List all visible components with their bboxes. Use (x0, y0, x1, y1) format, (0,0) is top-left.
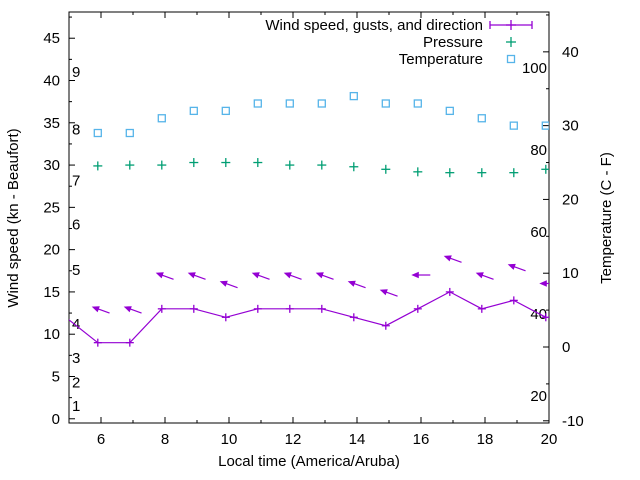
wind-direction-arrow-shaft (321, 274, 334, 280)
fahrenheit-scale-label: 60 (530, 224, 547, 241)
left-tick-label: 0 (52, 411, 60, 428)
legend-item-temperature: Temperature (265, 50, 533, 68)
temperature-point (477, 114, 486, 123)
temperature-point (381, 99, 390, 108)
beaufort-scale-label: 9 (72, 64, 80, 81)
wind-speed-line (69, 291, 547, 344)
legend-marker-pressure-sample (506, 37, 516, 47)
wind-direction-arrow-head (155, 272, 164, 279)
wind-direction-arrow-head (123, 306, 132, 313)
beaufort-scale-label: 4 (72, 316, 80, 333)
legend-item-wind: Wind speed, gusts, and direction (265, 16, 533, 34)
x-tick-label: 18 (477, 431, 494, 448)
plot-border (68, 11, 550, 424)
wind-direction-arrow-head (347, 280, 356, 287)
temperature-point (541, 121, 549, 130)
wind-direction-arrow-head (283, 272, 292, 279)
temperature-point (349, 91, 358, 101)
left-tick-label: 40 (43, 73, 60, 90)
wind-direction-arrow-head (315, 272, 324, 279)
legend-item-label: Pressure (422, 33, 483, 51)
wind-direction-arrow-head (443, 255, 452, 262)
left-tick-label: 20 (43, 242, 60, 259)
left-tick-label: 5 (52, 368, 60, 385)
wind-direction-arrow-shaft (513, 265, 526, 272)
legend-item-label: Wind speed, gusts, and direction (265, 16, 483, 34)
wind-direction-arrow-shaft (193, 274, 206, 280)
right-tick-label: 30 (562, 118, 579, 135)
x-tick-label: 16 (413, 431, 430, 448)
beaufort-scale-label: 8 (72, 122, 80, 139)
wind-direction-arrow-head (187, 272, 196, 279)
wind-direction-arrow-head (539, 280, 547, 287)
wind-direction-arrow-head (411, 271, 419, 279)
legend-square-sample (506, 54, 516, 64)
temperature-point (413, 99, 422, 108)
beaufort-scale-label: 5 (72, 262, 80, 279)
wind-direction-arrow-shaft (449, 257, 462, 263)
wind-direction-arrow-head (219, 280, 228, 287)
x-axis-title: Local time (America/Aruba) (218, 453, 400, 470)
temperature-point (509, 121, 518, 130)
left-tick-label: 35 (43, 115, 60, 132)
left-tick-label: 10 (43, 326, 60, 343)
x-tick-label: 10 (221, 431, 238, 448)
beaufort-scale-label: 3 (72, 350, 80, 367)
right-tick-label: 40 (562, 44, 579, 61)
wind-direction-arrow-head (379, 289, 388, 296)
left-tick-label: 25 (43, 199, 60, 216)
temperature-point (445, 106, 454, 116)
x-tick-label: 12 (285, 431, 302, 448)
fahrenheit-scale-label: 20 (530, 388, 547, 405)
wind-direction-arrow-head (507, 263, 516, 270)
right-tick-label: 20 (562, 191, 579, 208)
right-tick-label: 10 (562, 265, 579, 282)
left-tick-label: 30 (43, 157, 60, 174)
x-tick-label: 8 (161, 431, 169, 448)
temperature-point (125, 128, 134, 138)
wind-direction-arrow-shaft (353, 282, 366, 289)
wind-direction-arrow-shaft (225, 282, 238, 289)
beaufort-scale-label: 7 (72, 172, 80, 189)
wind-direction-arrow-head (475, 272, 484, 279)
fahrenheit-scale-label: 100 (522, 60, 547, 77)
temperature-point (253, 99, 262, 108)
right-tick-label: -10 (562, 413, 584, 430)
right-axis-title: Temperature (C - F) (598, 152, 615, 284)
chart-legend: Wind speed, gusts, and direction Pressur… (265, 17, 533, 68)
wind-direction-arrow-head (251, 272, 260, 279)
wind-direction-arrow-shaft (129, 308, 142, 314)
temperature-point (317, 99, 326, 108)
legend-item-label: Temperature (398, 50, 483, 68)
wind-direction-arrow-shaft (385, 291, 398, 297)
fahrenheit-scale-label: 40 (530, 306, 547, 323)
left-tick-label: 15 (43, 284, 60, 301)
temperature-point (221, 106, 230, 116)
left-axis-title: Wind speed (kn - Beaufort) (5, 128, 22, 308)
x-tick-label: 14 (349, 431, 366, 448)
left-tick-label: 45 (43, 30, 60, 47)
legend-marker-temperature-sample (506, 54, 516, 64)
wind-direction-arrow-head (91, 306, 100, 313)
temperature-point (157, 114, 166, 123)
beaufort-scale-label: 6 (72, 216, 80, 233)
wind-direction-arrow-shaft (481, 274, 494, 280)
temperature-point (285, 99, 294, 108)
legend-marker-wind-sample (489, 20, 533, 30)
legend-item-pressure: Pressure (265, 33, 533, 51)
x-tick-label: 20 (541, 431, 558, 448)
temperature-point (189, 106, 198, 116)
wind-direction-arrow-shaft (289, 274, 302, 280)
beaufort-scale-label: 1 (72, 398, 80, 415)
fahrenheit-scale-label: 80 (530, 142, 547, 159)
right-tick-label: 0 (562, 339, 570, 356)
wind-direction-arrow-shaft (257, 274, 270, 280)
data-series-layer (69, 91, 549, 347)
wind-direction-arrow-shaft (161, 274, 174, 280)
wind-direction-arrow-shaft (97, 308, 110, 314)
temperature-point (93, 128, 102, 138)
beaufort-scale-label: 2 (72, 374, 80, 391)
x-tick-label: 6 (97, 431, 105, 448)
